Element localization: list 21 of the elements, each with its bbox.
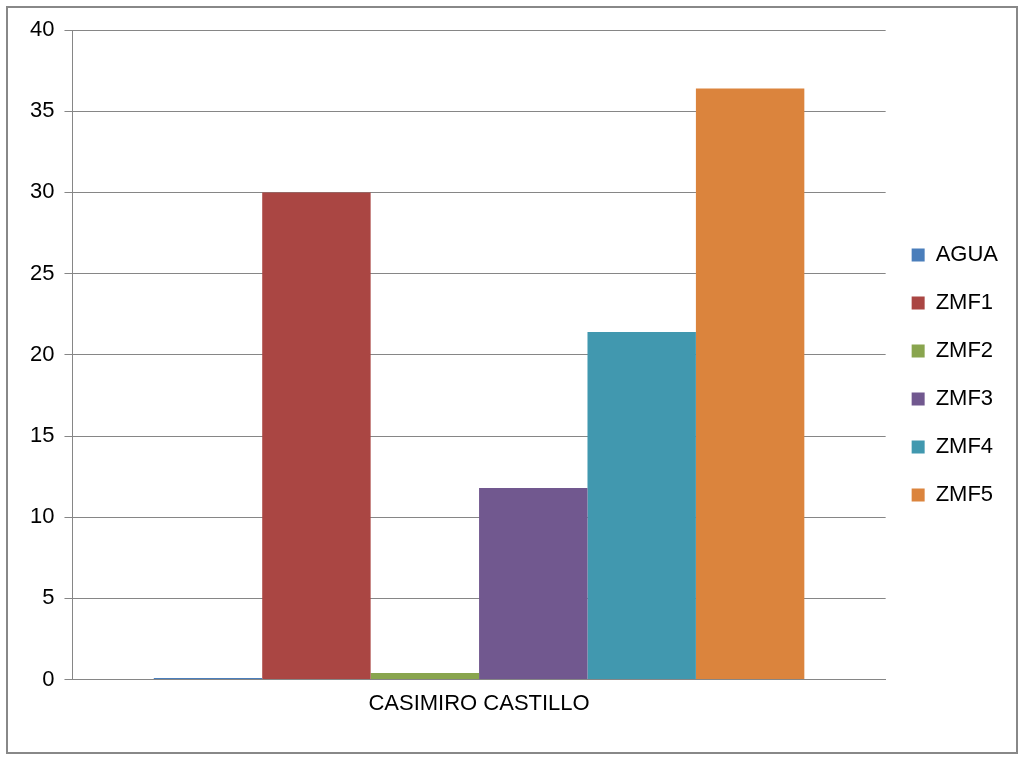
bar bbox=[262, 192, 371, 680]
bar bbox=[479, 487, 588, 680]
y-tick-label: 0 bbox=[42, 665, 55, 691]
legend-label: ZMF4 bbox=[935, 433, 994, 459]
legend-label: ZMF5 bbox=[935, 481, 994, 507]
y-tick-label: 40 bbox=[29, 16, 55, 42]
y-tick-label: 10 bbox=[29, 503, 55, 529]
y-tick-label: 35 bbox=[29, 97, 55, 123]
legend-label: AGUA bbox=[935, 241, 999, 267]
x-tick-label: CASIMIRO CASTILLO bbox=[368, 689, 590, 715]
legend-label: ZMF2 bbox=[935, 337, 994, 363]
y-tick-label: 5 bbox=[42, 584, 55, 610]
legend-label: ZMF3 bbox=[935, 385, 994, 411]
bar bbox=[370, 673, 480, 680]
legend-label: ZMF1 bbox=[935, 289, 994, 315]
y-tick-label: 30 bbox=[29, 178, 55, 204]
bar bbox=[587, 332, 696, 680]
y-tick-label: 20 bbox=[29, 340, 55, 366]
y-tick-label: 15 bbox=[29, 422, 55, 448]
bar bbox=[695, 88, 805, 680]
y-tick-label: 25 bbox=[29, 259, 55, 285]
